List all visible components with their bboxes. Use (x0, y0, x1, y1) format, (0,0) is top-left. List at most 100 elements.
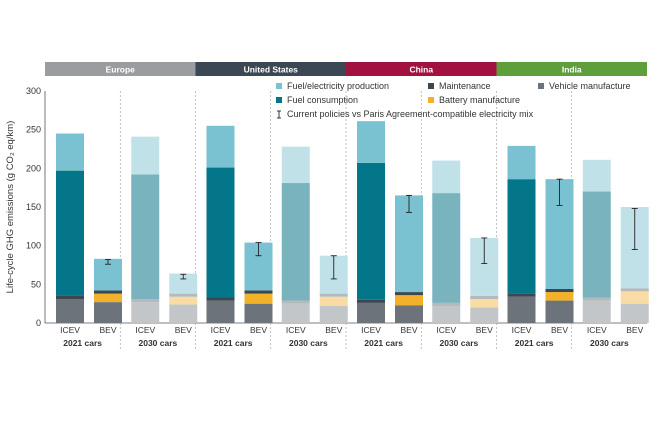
region-header-label: India (562, 65, 582, 75)
bar-segment-cons (432, 193, 461, 303)
bar-segment-veh (94, 302, 122, 323)
bar-segment-veh (395, 305, 423, 323)
bar-segment-maint (470, 295, 499, 300)
bar-segment-maint (319, 293, 348, 297)
bar-segment-maint (131, 299, 160, 303)
bar-segment-prod (169, 273, 198, 294)
bar-segment-batt (94, 293, 122, 303)
legend-swatch-veh (538, 83, 544, 89)
bar-segment-veh (244, 303, 273, 323)
bar-segment-prod (281, 146, 310, 184)
vehicle-type-label: BEV (175, 325, 192, 335)
group-label: 2021 cars (364, 338, 403, 348)
y-tick-label: 0 (36, 318, 41, 328)
bar-segment-maint (94, 290, 122, 294)
group-label: 2021 cars (515, 338, 554, 348)
vehicle-type-label: BEV (476, 325, 493, 335)
vehicle-type-label: ICEV (512, 325, 532, 335)
bar-segment-veh (357, 302, 385, 323)
bar-segment-veh (620, 303, 649, 323)
region-header-bar (496, 62, 647, 76)
bar-segment-prod (206, 125, 235, 168)
bar-segment-maint (620, 288, 649, 292)
bar-segment-veh (319, 305, 348, 323)
bar-segment-veh (131, 302, 160, 323)
group-label: 2030 cars (439, 338, 478, 348)
vehicle-type-label: BEV (250, 325, 267, 335)
bar-segment-veh (206, 300, 235, 323)
vehicle-type-label: ICEV (436, 325, 456, 335)
vehicle-type-label: BEV (626, 325, 643, 335)
group-label: 2030 cars (138, 338, 177, 348)
bar-segment-maint (582, 297, 611, 301)
bar-segment-veh (582, 300, 611, 323)
vehicle-type-label: ICEV (286, 325, 306, 335)
legend-swatch-maint (428, 83, 434, 89)
bar-segment-maint (432, 302, 461, 306)
y-tick-label: 100 (26, 241, 41, 251)
legend-label: Maintenance (439, 81, 491, 91)
vehicle-type-label: BEV (400, 325, 417, 335)
y-tick-label: 250 (26, 125, 41, 135)
region-header-bar (45, 62, 196, 76)
bar-segment-veh (56, 299, 84, 323)
vehicle-type-label: BEV (551, 325, 568, 335)
bar-segment-veh (507, 296, 536, 323)
group-label: 2021 cars (214, 338, 253, 348)
bar-segment-maint (545, 288, 574, 293)
bar-segment-prod (432, 160, 461, 194)
vehicle-type-label: ICEV (211, 325, 231, 335)
y-axis-title: Life-cycle GHG emissions (g CO₂ eq/km) (5, 121, 16, 294)
bar-segment-cons (357, 162, 385, 300)
region-header-bar (195, 62, 346, 76)
legend-label: Fuel/electricity production (287, 81, 389, 91)
y-tick-label: 300 (26, 86, 41, 96)
bar-segment-prod (507, 145, 536, 180)
region-header-label: China (409, 65, 433, 75)
y-tick-label: 150 (26, 202, 41, 212)
vehicle-type-label: BEV (99, 325, 116, 335)
legend-label: Fuel consumption (287, 95, 358, 105)
vehicle-type-label: ICEV (60, 325, 80, 335)
bar-segment-batt (545, 292, 574, 301)
legend-label: Current policies vs Paris Agreement-comp… (287, 109, 534, 119)
bar-segment-batt (244, 293, 273, 304)
bar-segment-cons (56, 170, 84, 296)
bar-segment-maint (206, 297, 235, 301)
legend-label: Vehicle manufacture (549, 81, 631, 91)
vehicle-type-label: ICEV (361, 325, 381, 335)
bar-segment-prod (357, 121, 385, 163)
region-header-bar (346, 62, 497, 76)
bar-segment-batt (319, 296, 348, 306)
y-tick-label: 200 (26, 163, 41, 173)
bar-segment-cons (582, 191, 611, 298)
vehicle-type-label: ICEV (587, 325, 607, 335)
legend-label: Battery manufacture (439, 95, 520, 105)
bar-segment-maint (281, 300, 310, 304)
bar-segment-prod (582, 159, 611, 192)
vehicle-type-label: ICEV (135, 325, 155, 335)
y-tick-label: 50 (31, 279, 41, 289)
bar-segment-maint (244, 290, 273, 294)
bar-segment-maint (395, 292, 423, 296)
bar-segment-cons (507, 179, 536, 294)
legend-swatch-prod (276, 83, 282, 89)
legend-swatch-batt (428, 97, 434, 103)
bar-segment-maint (169, 293, 198, 297)
bar-segment-maint (357, 299, 385, 303)
vehicle-type-label: BEV (325, 325, 342, 335)
group-label: 2030 cars (590, 338, 629, 348)
bar-segment-prod (56, 133, 84, 171)
region-header-label: United States (244, 65, 299, 75)
group-label: 2021 cars (63, 338, 102, 348)
group-label: 2030 cars (289, 338, 328, 348)
bar-segment-maint (507, 293, 536, 297)
bar-segment-veh (281, 303, 310, 323)
bar-segment-batt (470, 299, 499, 308)
bar-segment-batt (620, 291, 649, 304)
legend-swatch-cons (276, 97, 282, 103)
bar-segment-veh (432, 305, 461, 323)
bar-segment-maint (56, 295, 84, 300)
